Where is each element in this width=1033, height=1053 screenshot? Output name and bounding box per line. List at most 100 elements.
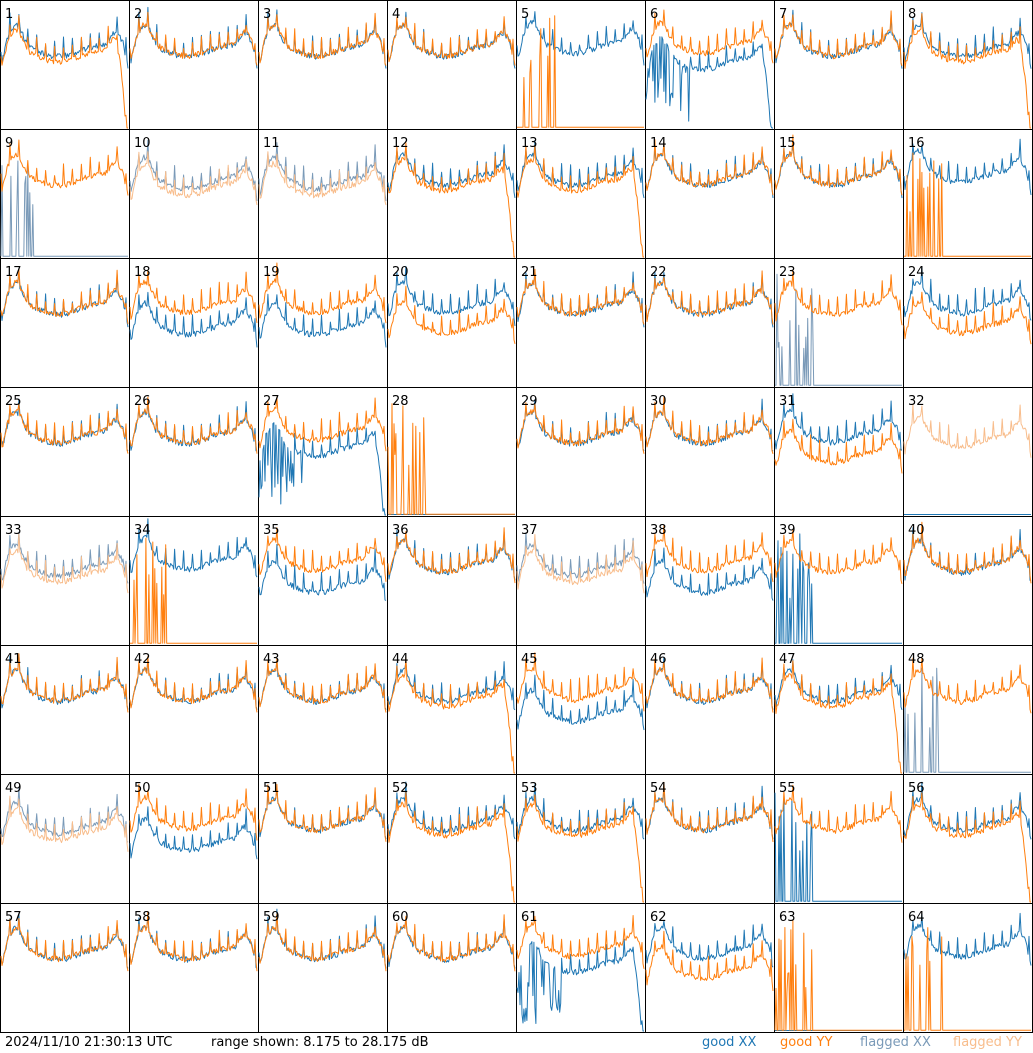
spectrum-series-line	[387, 16, 516, 66]
spectrum-series-line	[904, 152, 1031, 257]
spectrum-series-line	[516, 268, 645, 325]
panel-number-label: 62	[650, 910, 667, 925]
panel-number-label: 58	[134, 910, 151, 925]
panel-number-label: 34	[134, 523, 151, 538]
spectrum-series-line	[129, 151, 258, 206]
spectrum-series-line	[903, 521, 1032, 584]
panel-number-label: 11	[263, 136, 280, 151]
panel-number-label: 28	[392, 394, 409, 409]
spectrum-series-line	[129, 783, 258, 841]
legend-good-yy: good YY	[780, 1035, 833, 1050]
spectrum-series-line	[0, 15, 128, 129]
antenna-panel: 62	[645, 903, 775, 1033]
panel-frame	[258, 0, 388, 130]
panel-number-label: 13	[521, 136, 538, 151]
spectrum-series-line	[129, 269, 258, 324]
spectrum-series-line	[258, 783, 387, 842]
spectrum-series-line	[645, 781, 774, 843]
panel-number-label: 53	[521, 781, 538, 796]
panel-number-label: 27	[263, 394, 280, 409]
spectrum-series-line	[516, 938, 644, 1032]
antenna-panel: 48	[903, 645, 1033, 775]
spectrum-series-line	[775, 533, 902, 644]
spectrum-series-line	[516, 534, 645, 594]
panel-number-label: 50	[134, 781, 151, 796]
panel-number-label: 61	[521, 910, 538, 925]
panel-number-label: 63	[779, 910, 796, 925]
spectrum-series-line	[903, 138, 1032, 195]
antenna-panel: 51	[258, 774, 388, 904]
antenna-panel: 36	[387, 516, 517, 646]
spectrum-series-line	[129, 11, 258, 66]
antenna-panel: 56	[903, 774, 1033, 904]
antenna-panel: 22	[645, 258, 775, 388]
panel-frame	[387, 903, 517, 1033]
antenna-panel: 20	[387, 258, 517, 388]
spectrum-series-line	[387, 792, 515, 903]
panel-number-label: 29	[521, 394, 538, 409]
panel-number-label: 60	[392, 910, 409, 925]
spectrum-series-line	[645, 657, 774, 713]
spectrum-series-line	[0, 403, 129, 454]
panel-number-label: 7	[779, 7, 787, 22]
panel-frame	[0, 0, 130, 130]
panel-frame	[0, 903, 130, 1033]
panel-frame	[129, 774, 259, 904]
spectrum-series-line	[903, 266, 1032, 321]
spectrum-series-line	[903, 667, 1031, 773]
antenna-panel: 12	[387, 129, 517, 259]
spectrum-series-line	[645, 36, 773, 129]
spectrum-series-line	[516, 652, 645, 712]
antenna-panel: 14	[645, 129, 775, 259]
antenna-panel: 59	[258, 903, 388, 1033]
spectrum-series-line	[516, 915, 645, 969]
panel-number-label: 56	[908, 781, 925, 796]
panel-number-label: 15	[779, 136, 796, 151]
antenna-panel: 4	[387, 0, 517, 130]
panel-number-label: 31	[779, 394, 796, 409]
spectrum-series-line	[903, 657, 1032, 714]
antenna-panel: 35	[258, 516, 388, 646]
spectrum-series-line	[645, 930, 774, 991]
spectrum-series-line	[645, 396, 774, 455]
panel-number-label: 3	[263, 7, 271, 22]
spectrum-series-line	[516, 11, 645, 66]
antenna-panel: 46	[645, 645, 775, 775]
antenna-panel: 30	[645, 387, 775, 517]
antenna-panel: 41	[0, 645, 130, 775]
panel-frame	[387, 774, 517, 904]
panel-number-label: 36	[392, 523, 409, 538]
antenna-panel: 11	[258, 129, 388, 259]
panel-number-label: 4	[392, 7, 400, 22]
antenna-panel: 53	[516, 774, 646, 904]
panel-frame	[129, 258, 259, 388]
antenna-panel: 8	[903, 0, 1033, 130]
antenna-panel: 37	[516, 516, 646, 646]
panel-number-label: 1	[5, 7, 13, 22]
spectrum-series-line	[645, 656, 774, 710]
panel-number-label: 21	[521, 265, 538, 280]
panel-number-label: 20	[392, 265, 409, 280]
antenna-panel: 31	[774, 387, 904, 517]
spectrum-series-line	[0, 653, 129, 713]
spectrum-series-line	[0, 913, 129, 969]
spectrum-series-line	[774, 784, 903, 843]
panel-number-label: 46	[650, 652, 667, 667]
panel-frame	[258, 516, 388, 646]
panel-number-label: 45	[521, 652, 538, 667]
spectrum-series-line	[0, 160, 128, 257]
antenna-panel: 57	[0, 903, 130, 1033]
antenna-panel: 47	[774, 645, 904, 775]
antenna-panel: 6	[645, 0, 775, 130]
spectrum-series-line	[387, 285, 516, 345]
spectrum-series-line	[130, 537, 257, 644]
panel-number-label: 51	[263, 781, 280, 796]
antenna-panel: 34	[129, 516, 259, 646]
antenna-panel: 10	[129, 129, 259, 259]
antenna-panel: 50	[129, 774, 259, 904]
spectrum-series-line	[258, 142, 387, 202]
spectrum-series-line	[258, 527, 387, 582]
panel-frame	[0, 258, 130, 388]
panel-frame	[645, 387, 775, 517]
